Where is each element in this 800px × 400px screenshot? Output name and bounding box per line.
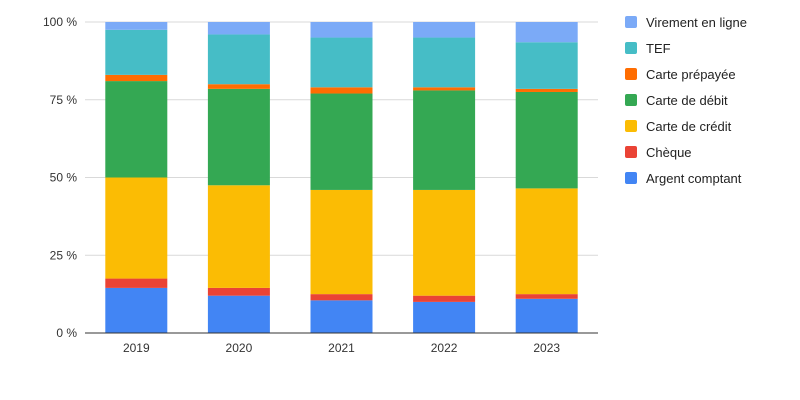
- legend-swatch: [625, 146, 637, 158]
- legend-label: Virement en ligne: [646, 15, 747, 30]
- bar-segment: [207, 287, 270, 296]
- bar-segment: [105, 81, 168, 178]
- bar-stack-2022: [413, 22, 476, 333]
- legend: Virement en ligne TEF Carte prépayée Carte …: [625, 15, 747, 186]
- legend-swatch: [625, 94, 637, 106]
- bar-segment: [413, 90, 476, 190]
- bar-segment: [207, 34, 270, 85]
- legend-item: Carte de crédit: [625, 119, 732, 134]
- bar-segment: [515, 91, 578, 189]
- bar-segment: [413, 295, 476, 302]
- bar-segment: [105, 74, 168, 82]
- legend-item: Argent comptant: [625, 171, 742, 186]
- legend-label: Carte prépayée: [646, 67, 736, 82]
- legend-label: Carte de débit: [646, 93, 728, 108]
- legend-swatch: [625, 172, 637, 184]
- x-tick-label: 2023: [533, 341, 560, 355]
- bar-stack-2020: [207, 22, 270, 333]
- y-tick-label: 75 %: [50, 93, 78, 107]
- x-axis-ticks: 2019 2020 2021 2022 2023: [123, 341, 560, 355]
- bar-segment: [310, 22, 373, 38]
- bar-segment: [105, 177, 168, 279]
- x-tick-label: 2020: [226, 341, 253, 355]
- bar-segment: [515, 88, 578, 92]
- bar-segment: [105, 29, 168, 75]
- bar-segment: [310, 300, 373, 333]
- bar-segment: [515, 42, 578, 89]
- legend-item: Chèque: [625, 145, 692, 160]
- legend-label: Argent comptant: [646, 171, 742, 186]
- bar-stack-2023: [515, 22, 578, 333]
- bar-segment: [207, 84, 270, 89]
- y-tick-label: 50 %: [50, 171, 78, 185]
- bar-segment: [413, 22, 476, 38]
- legend-item: Carte de débit: [625, 93, 728, 108]
- legend-label: Chèque: [646, 145, 692, 160]
- bar-segment: [207, 22, 270, 35]
- bar-segment: [105, 278, 168, 288]
- y-tick-label: 0 %: [56, 326, 77, 340]
- legend-swatch: [625, 16, 637, 28]
- bar-segment: [207, 185, 270, 288]
- bar-segment: [105, 287, 168, 333]
- y-axis-ticks: 0 % 25 % 50 % 75 % 100 %: [43, 15, 77, 340]
- bar-segment: [310, 294, 373, 301]
- legend-item: Carte prépayée: [625, 67, 736, 82]
- bar-segment: [515, 188, 578, 295]
- bar-segment: [310, 189, 373, 295]
- bar-segment: [413, 37, 476, 88]
- bar-segment: [413, 189, 476, 296]
- bar-segment: [515, 298, 578, 333]
- bars: [105, 22, 578, 333]
- x-tick-label: 2021: [328, 341, 355, 355]
- legend-label: Carte de crédit: [646, 119, 732, 134]
- legend-swatch: [625, 120, 637, 132]
- legend-label: TEF: [646, 41, 671, 56]
- legend-swatch: [625, 42, 637, 54]
- bar-stack-2021: [310, 22, 373, 333]
- bar-segment: [310, 93, 373, 190]
- x-tick-label: 2019: [123, 341, 150, 355]
- bar-stack-2019: [105, 22, 168, 333]
- bar-segment: [310, 37, 373, 88]
- y-tick-label: 25 %: [50, 248, 78, 262]
- bar-segment: [413, 301, 476, 333]
- bar-segment: [515, 22, 578, 43]
- bar-segment: [310, 87, 373, 94]
- legend-item: Virement en ligne: [625, 15, 747, 30]
- bar-segment: [207, 88, 270, 186]
- y-tick-label: 100 %: [43, 15, 77, 29]
- legend-item: TEF: [625, 41, 671, 56]
- bar-segment: [105, 22, 168, 30]
- x-tick-label: 2022: [431, 341, 458, 355]
- bar-segment: [515, 294, 578, 299]
- legend-swatch: [625, 68, 637, 80]
- bar-segment: [413, 87, 476, 91]
- bar-segment: [207, 295, 270, 333]
